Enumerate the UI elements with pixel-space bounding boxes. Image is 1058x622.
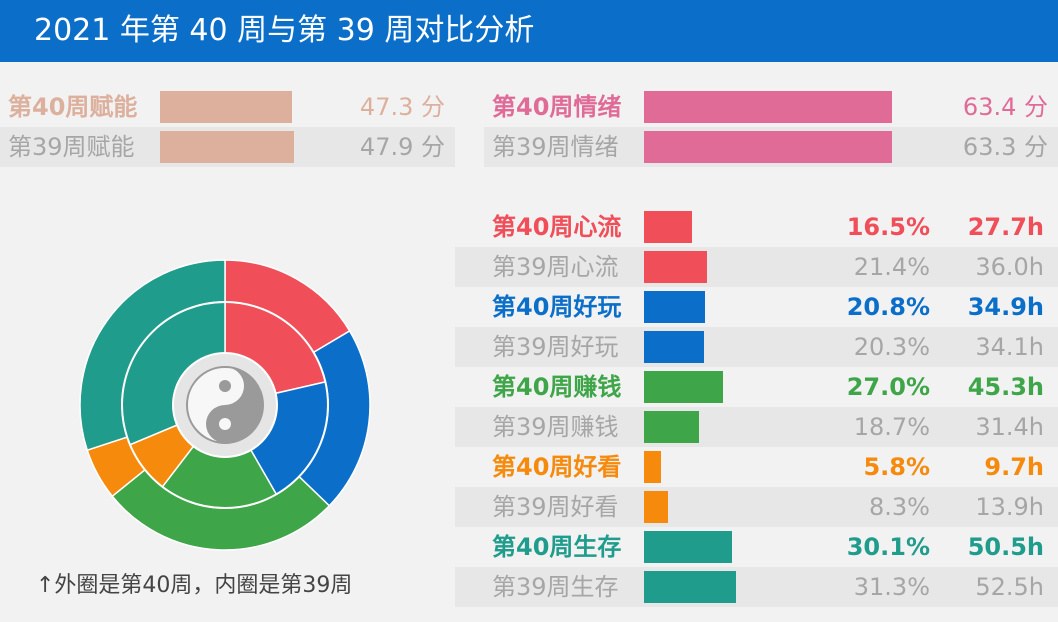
category-row: 第40周好看 5.8% 9.7h <box>455 447 1058 487</box>
category-percent: 20.3% <box>853 333 930 361</box>
category-label: 第40周好玩 <box>492 293 622 321</box>
category-row: 第40周好玩 20.8% 34.9h <box>455 287 1058 327</box>
category-percent: 16.5% <box>846 213 930 241</box>
score-label: 第39周赋能 <box>8 133 135 161</box>
category-hours: 52.5h <box>975 573 1044 601</box>
category-percent: 27.0% <box>846 373 930 401</box>
page-title: 2021 年第 40 周与第 39 周对比分析 <box>34 13 535 48</box>
score-value: 63.3 分 <box>962 133 1048 161</box>
category-bar <box>644 331 704 363</box>
category-label: 第40周好看 <box>492 453 622 481</box>
category-percent: 8.3% <box>869 493 930 521</box>
category-label: 第39周生存 <box>492 573 619 601</box>
category-hours: 50.5h <box>967 533 1044 561</box>
category-bar <box>644 451 662 483</box>
category-hours: 34.9h <box>967 293 1044 321</box>
category-label: 第39周赚钱 <box>492 413 619 441</box>
header-bar: 2021 年第 40 周与第 39 周对比分析 <box>0 0 1058 62</box>
category-hours: 36.0h <box>975 253 1044 281</box>
score-value: 63.4 分 <box>962 93 1048 121</box>
category-percent: 20.8% <box>846 293 930 321</box>
score-bar <box>644 131 892 163</box>
category-hours: 27.7h <box>967 213 1044 241</box>
category-label: 第39周好玩 <box>492 333 619 361</box>
category-row: 第40周心流 16.5% 27.7h <box>455 207 1058 247</box>
score-row: 第40周赋能 47.3 分 <box>0 87 455 127</box>
category-bar <box>644 571 736 603</box>
category-bar <box>644 371 724 403</box>
category-row: 第39周心流 21.4% 36.0h <box>455 247 1058 287</box>
category-hours: 9.7h <box>984 453 1044 481</box>
score-row: 第39周赋能 47.9 分 <box>0 127 455 167</box>
donut-chart <box>79 259 371 551</box>
category-bar <box>644 211 693 243</box>
category-label: 第39周好看 <box>492 493 619 521</box>
category-row: 第39周好看 8.3% 13.9h <box>455 487 1058 527</box>
category-hours: 45.3h <box>967 373 1044 401</box>
category-row: 第39周赚钱 18.7% 31.4h <box>455 407 1058 447</box>
category-hours: 34.1h <box>975 333 1044 361</box>
category-percent: 18.7% <box>853 413 930 441</box>
category-bar <box>644 531 733 563</box>
score-bar <box>644 91 892 123</box>
category-row: 第40周生存 30.1% 50.5h <box>455 527 1058 567</box>
category-bar <box>644 491 669 523</box>
score-bar <box>160 131 294 163</box>
chart-caption: ↑外圈是第40周，内圈是第39周 <box>36 573 353 598</box>
category-hours: 13.9h <box>975 493 1044 521</box>
score-row: 第39周情绪 63.3 分 <box>484 127 1058 167</box>
score-value: 47.9 分 <box>359 133 445 161</box>
category-percent: 21.4% <box>853 253 930 281</box>
category-hours: 31.4h <box>975 413 1044 441</box>
score-label: 第40周情绪 <box>492 93 622 121</box>
category-percent: 31.3% <box>853 573 930 601</box>
category-row: 第40周赚钱 27.0% 45.3h <box>455 367 1058 407</box>
category-bar <box>644 411 699 443</box>
score-label: 第40周赋能 <box>8 93 138 121</box>
category-percent: 30.1% <box>846 533 930 561</box>
category-label: 第40周生存 <box>492 533 622 561</box>
score-value: 47.3 分 <box>359 93 445 121</box>
category-percent: 5.8% <box>863 453 930 481</box>
score-bar <box>160 91 293 123</box>
category-bar <box>644 291 706 323</box>
category-bar <box>644 251 707 283</box>
category-row: 第39周好玩 20.3% 34.1h <box>455 327 1058 367</box>
category-row: 第39周生存 31.3% 52.5h <box>455 567 1058 607</box>
category-label: 第40周赚钱 <box>492 373 622 401</box>
score-label: 第39周情绪 <box>492 133 619 161</box>
score-row: 第40周情绪 63.4 分 <box>484 87 1058 127</box>
category-label: 第39周心流 <box>492 253 619 281</box>
category-label: 第40周心流 <box>492 213 622 241</box>
ring-divider <box>121 301 329 509</box>
yin-yang-icon <box>186 366 264 444</box>
